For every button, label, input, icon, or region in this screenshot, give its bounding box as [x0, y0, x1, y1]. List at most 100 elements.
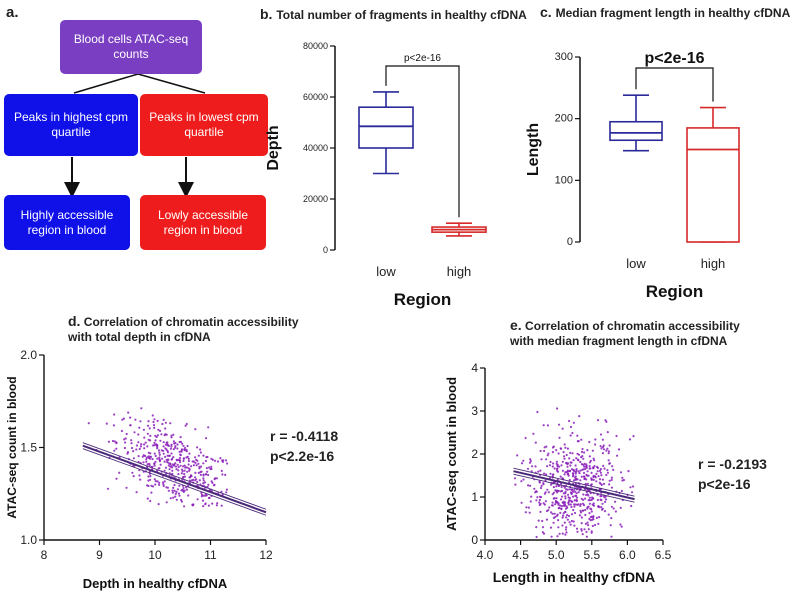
- scatter-point: [161, 481, 165, 484]
- scatter-point: [539, 510, 542, 513]
- scatter-point: [185, 466, 188, 469]
- scatter-point: [546, 465, 549, 468]
- scatter-point: [175, 459, 179, 462]
- scatter-point: [138, 474, 141, 477]
- scatter-point: [184, 424, 187, 427]
- scatter-point: [164, 427, 167, 430]
- scatter-point: [575, 492, 578, 495]
- scatter-point: [208, 466, 211, 469]
- scatter-point: [559, 490, 562, 493]
- panel-b-letter: b.: [260, 6, 273, 22]
- scatter-point: [166, 443, 169, 446]
- scatter-point: [138, 426, 141, 429]
- x-tick-label: low: [376, 264, 396, 279]
- scatter-point: [529, 459, 532, 463]
- scatter-point: [571, 495, 575, 498]
- scatter-point: [599, 495, 602, 498]
- scatter-point: [586, 482, 589, 485]
- flow-box-highly-accessible: Highly accessible region in blood: [4, 195, 130, 250]
- y-axis-label: ATAC-seq count in blood: [5, 376, 19, 518]
- scatter-point: [154, 460, 157, 464]
- scatter-point: [520, 462, 524, 465]
- scatter-point: [162, 449, 165, 452]
- scatter-point: [175, 468, 178, 471]
- scatter-point: [564, 490, 567, 493]
- scatter-point: [165, 458, 168, 461]
- scatter-point: [185, 450, 188, 453]
- scatter-point: [556, 478, 559, 481]
- flow-box-highest-quartile: Peaks in highest cpm quartile: [4, 94, 138, 156]
- scatter-point: [568, 469, 572, 472]
- scatter-point: [156, 480, 159, 483]
- scatter-point: [563, 457, 566, 460]
- scatter-point: [570, 500, 573, 503]
- scatter-point: [577, 440, 580, 443]
- scatter-point: [568, 478, 571, 482]
- scatter-point: [578, 514, 581, 517]
- scatter-point: [188, 476, 191, 479]
- scatter-point: [586, 474, 589, 477]
- scatter-point: [550, 504, 554, 507]
- scatter-point: [182, 476, 185, 479]
- scatter-point: [603, 467, 606, 470]
- scatter-point: [620, 525, 623, 528]
- scatter-point: [581, 533, 584, 536]
- scatter-point: [204, 459, 207, 463]
- scatter-point: [178, 484, 181, 487]
- scatter-point: [195, 464, 198, 467]
- scatter-point: [164, 455, 167, 458]
- scatter-point: [179, 454, 182, 457]
- scatter-point: [588, 465, 591, 468]
- scatter-point: [149, 475, 152, 478]
- scatter-point: [547, 452, 550, 455]
- scatter-point: [559, 498, 563, 501]
- scatter-point: [526, 467, 530, 470]
- box-iqr: [358, 106, 414, 149]
- scatter-point: [585, 530, 588, 533]
- scatter-point: [567, 493, 570, 496]
- scatter-point: [153, 478, 156, 481]
- scatter-point: [555, 449, 558, 452]
- scatter-point: [592, 466, 595, 469]
- scatter-point: [582, 475, 586, 478]
- scatter-point: [561, 460, 564, 463]
- scatter-point: [554, 489, 557, 492]
- scatter-point: [588, 517, 591, 521]
- scatter-point: [600, 447, 603, 450]
- scatter-point: [589, 492, 592, 495]
- scatter-point: [224, 473, 227, 476]
- scatter-point: [572, 459, 575, 462]
- arrow-top-left: [73, 73, 139, 94]
- regression-ci-upper: [82, 442, 267, 510]
- scatter-point: [551, 474, 554, 477]
- scatter-point: [162, 441, 165, 444]
- scatter-point: [576, 434, 579, 437]
- scatter-point: [196, 446, 199, 449]
- scatter-point: [149, 499, 152, 503]
- scatter-point: [573, 511, 577, 515]
- scatter-point: [538, 501, 541, 504]
- scatter-point: [220, 504, 223, 507]
- scatter-point: [123, 446, 126, 450]
- scatter-point: [556, 464, 559, 468]
- scatter-point: [572, 508, 575, 512]
- scatter-point: [554, 503, 557, 506]
- scatter-point: [572, 490, 575, 493]
- scatter-point: [552, 486, 555, 489]
- scatter-point: [165, 448, 168, 451]
- scatter-point: [583, 528, 586, 531]
- scatter-point: [113, 449, 116, 452]
- scatter-point: [608, 483, 611, 486]
- scatter-point: [182, 459, 185, 462]
- scatter-point: [592, 478, 595, 481]
- scatter-point: [137, 441, 140, 444]
- scatter-point: [174, 465, 177, 468]
- scatter-point: [105, 422, 108, 425]
- scatter-point: [562, 502, 565, 505]
- scatter-point: [201, 499, 205, 502]
- scatter-point: [566, 513, 569, 517]
- scatter-point: [553, 467, 556, 470]
- scatter-point: [153, 426, 156, 429]
- scatter-point: [540, 458, 543, 461]
- scatter-point: [562, 512, 565, 515]
